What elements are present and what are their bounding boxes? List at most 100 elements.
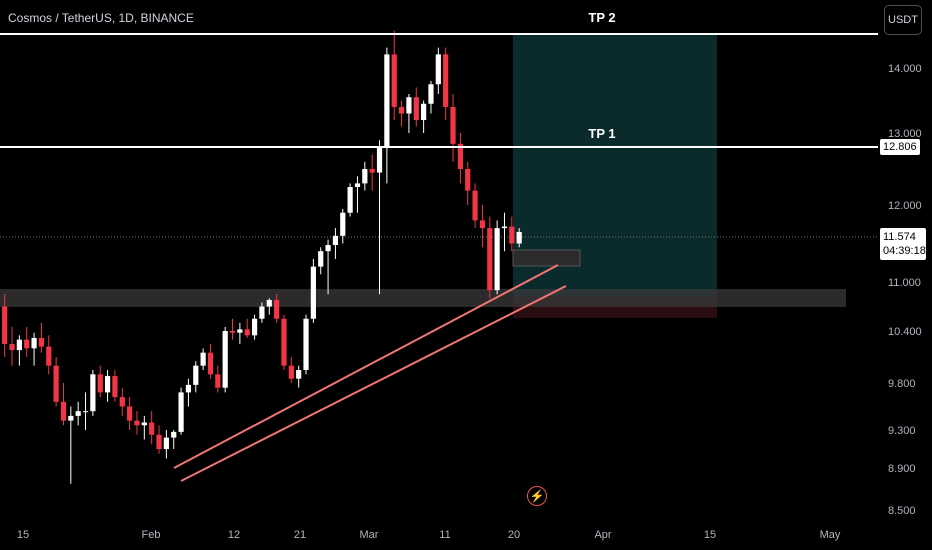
candle-body <box>398 107 405 114</box>
candle-body <box>340 212 346 236</box>
candle-body <box>465 169 471 191</box>
candle-body <box>376 147 383 173</box>
candle-body <box>347 187 353 213</box>
currency-button[interactable]: USDT <box>884 5 922 35</box>
candle-body <box>97 374 103 393</box>
candle-body <box>60 401 67 421</box>
x-tick-label: Mar <box>360 529 379 541</box>
candle-body <box>193 365 199 385</box>
candle-body <box>472 190 478 221</box>
tp2-label: TP 2 <box>588 10 616 25</box>
candle-body <box>296 370 302 379</box>
x-tick-label: 12 <box>228 529 240 541</box>
y-tick-label: 9.300 <box>888 425 916 437</box>
candle-body <box>450 107 456 144</box>
candle-body <box>9 344 15 351</box>
y-tick-label: 10.400 <box>888 326 922 338</box>
candle-body <box>237 329 243 333</box>
flash-icon[interactable]: ⚡ <box>527 486 547 506</box>
candle-body <box>24 339 30 349</box>
candle-body <box>288 365 294 379</box>
candle-body <box>127 406 133 421</box>
candle-body <box>259 306 265 319</box>
candle-body <box>207 352 214 375</box>
candle-body <box>413 97 419 120</box>
candle-body <box>310 266 316 319</box>
candle-body <box>141 422 147 426</box>
candle-body <box>318 251 324 267</box>
candle-body <box>200 352 206 366</box>
candles-group <box>2 30 522 484</box>
candle-body <box>266 299 272 307</box>
candle-body <box>82 411 89 413</box>
candle-body <box>90 374 96 412</box>
candle-body <box>369 169 375 173</box>
x-tick-label: Feb <box>142 529 161 541</box>
candle-body <box>325 245 331 252</box>
y-tick-label: 8.500 <box>888 505 916 517</box>
x-tick-label: Apr <box>594 529 611 541</box>
y-tick-label: 13.000 <box>888 128 922 140</box>
candle-body <box>156 434 162 449</box>
candle-body <box>178 392 184 432</box>
candle-body <box>2 306 8 344</box>
candle-body <box>494 228 500 291</box>
candle-body <box>479 220 486 229</box>
trendline-lower[interactable] <box>180 285 567 482</box>
candle-body <box>53 365 59 402</box>
candle-body <box>68 415 74 421</box>
tp1-price-box: 12.806 <box>880 139 920 155</box>
candle-body <box>244 329 250 336</box>
x-tick-label: 11 <box>439 529 450 541</box>
candle-body <box>134 420 140 426</box>
candle-body <box>251 318 258 336</box>
x-tick-label: 20 <box>508 529 520 541</box>
y-tick-label: 12.000 <box>888 200 922 212</box>
symbol-title: Cosmos / TetherUS, 1D, BINANCE <box>8 11 194 25</box>
x-tick-label: 15 <box>704 529 716 541</box>
candle-body <box>163 437 169 449</box>
y-tick-label: 14.000 <box>888 63 922 75</box>
support-zone <box>0 289 846 307</box>
x-axis: 15 Feb 12 21 Mar 11 20 Apr 15 May <box>17 529 841 541</box>
candle-body <box>215 374 221 388</box>
candle-body <box>435 54 441 85</box>
candle-body <box>75 411 81 416</box>
countdown-timer: 04:39:18 <box>883 245 926 257</box>
candle-body <box>354 183 361 187</box>
current-price-value: 11.574 <box>883 231 916 243</box>
candle-body <box>171 431 177 438</box>
y-tick-label: 9.800 <box>888 378 916 390</box>
candle-body <box>443 54 449 107</box>
x-tick-label: May <box>820 529 841 541</box>
candle-body <box>428 84 434 104</box>
tp1-label: TP 1 <box>588 126 616 141</box>
candle-body <box>185 384 192 393</box>
x-tick-label: 21 <box>294 529 306 541</box>
candle-body <box>384 54 390 148</box>
candle-body <box>281 318 287 366</box>
y-tick-label: 11.000 <box>888 277 921 289</box>
candle-body <box>104 376 111 393</box>
candle-body <box>509 226 515 244</box>
candle-body <box>274 299 280 319</box>
candle-body <box>501 226 508 229</box>
candle-body <box>31 337 37 349</box>
candle-body <box>149 422 155 435</box>
x-tick-label: 15 <box>17 529 29 541</box>
candle-body <box>38 337 45 347</box>
candle-body <box>516 231 522 244</box>
candle-body <box>457 143 463 169</box>
trendline-upper[interactable] <box>173 264 559 469</box>
candle-body <box>112 376 118 398</box>
candle-body <box>391 54 397 107</box>
current-price-box: 11.574 04:39:18 <box>880 228 926 260</box>
candle-body <box>222 331 228 388</box>
candle-body <box>421 103 427 120</box>
candle-body <box>229 331 236 333</box>
candle-body <box>46 346 52 366</box>
y-tick-label: 8.900 <box>888 463 916 475</box>
candle-body <box>332 235 339 246</box>
candle-body <box>119 397 125 407</box>
